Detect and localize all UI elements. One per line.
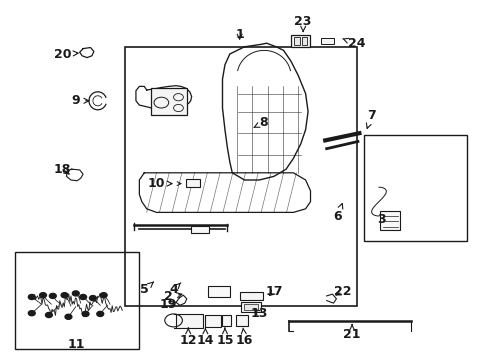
Bar — [364, 135, 466, 241]
Circle shape — [89, 296, 96, 301]
Text: 15: 15 — [216, 328, 233, 347]
Bar — [190, 226, 209, 233]
Text: 9: 9 — [71, 94, 89, 107]
Text: 23: 23 — [294, 15, 311, 31]
Text: 22: 22 — [333, 285, 350, 298]
Circle shape — [97, 311, 103, 316]
Bar — [290, 35, 309, 47]
Circle shape — [82, 311, 89, 316]
Circle shape — [61, 293, 68, 298]
Bar — [320, 38, 334, 44]
Bar — [236, 315, 248, 326]
Bar — [222, 315, 231, 326]
Text: 21: 21 — [343, 325, 360, 341]
Text: 8: 8 — [254, 116, 268, 129]
Bar — [185, 179, 200, 187]
Text: 13: 13 — [250, 307, 267, 320]
Bar — [243, 304, 258, 310]
Bar — [293, 37, 299, 45]
Circle shape — [28, 311, 35, 316]
Text: 12: 12 — [179, 328, 197, 347]
Bar — [380, 211, 399, 230]
Text: 17: 17 — [264, 285, 282, 298]
Bar — [176, 314, 203, 328]
Text: 10: 10 — [147, 177, 172, 190]
Circle shape — [65, 314, 72, 319]
Circle shape — [80, 294, 86, 300]
Circle shape — [40, 293, 46, 298]
Bar — [241, 302, 260, 312]
Text: 7: 7 — [366, 109, 375, 129]
Bar — [207, 286, 229, 297]
Bar — [205, 315, 221, 327]
Text: 20: 20 — [54, 48, 78, 60]
Text: 6: 6 — [332, 203, 342, 222]
Bar — [150, 88, 187, 115]
Circle shape — [45, 312, 52, 318]
Circle shape — [28, 294, 35, 300]
Text: 19: 19 — [160, 298, 177, 311]
Text: 16: 16 — [235, 328, 253, 347]
Text: 2: 2 — [164, 291, 182, 303]
Bar — [239, 292, 263, 300]
Circle shape — [49, 293, 56, 298]
Text: 5: 5 — [140, 282, 153, 296]
Text: 18: 18 — [54, 163, 71, 176]
Text: 14: 14 — [196, 328, 214, 347]
Text: 24: 24 — [342, 37, 365, 50]
Text: 3: 3 — [376, 213, 385, 226]
Circle shape — [100, 293, 107, 298]
Text: 1: 1 — [235, 28, 244, 41]
Bar — [124, 47, 356, 306]
Bar — [15, 252, 139, 349]
Text: 4: 4 — [169, 283, 181, 296]
Text: 11: 11 — [68, 338, 85, 351]
Bar — [301, 37, 306, 45]
Circle shape — [72, 291, 79, 296]
